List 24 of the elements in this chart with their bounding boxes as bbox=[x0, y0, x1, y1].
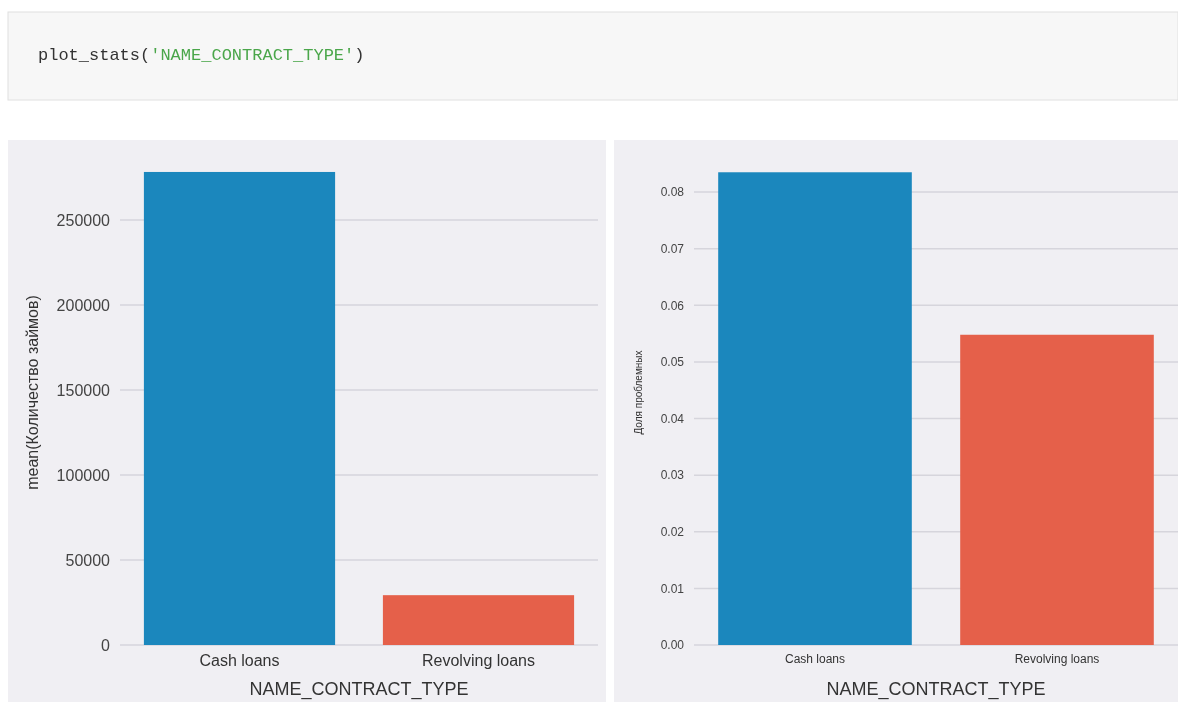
x-tick-label: Cash loans bbox=[784, 651, 846, 666]
y-tick-label: 0.00 bbox=[660, 638, 685, 653]
y-tick-label: 0.04 bbox=[660, 411, 685, 426]
y-tick-label: 0.03 bbox=[660, 468, 685, 483]
y-tick-label: 0.06 bbox=[660, 298, 685, 313]
text: plot_stats('NAME_CONTRACT_TYPE') bbox=[38, 46, 365, 65]
y-tick-label: 150000 bbox=[56, 381, 111, 399]
y-tick-label: 0.08 bbox=[660, 185, 685, 200]
y-tick-label: 0.05 bbox=[660, 355, 685, 370]
y-axis-title: mean(Количество займов) bbox=[24, 295, 41, 490]
x-axis-title: NAME_CONTRACT_TYPE bbox=[249, 679, 469, 700]
y-tick-label: 50000 bbox=[65, 551, 111, 569]
y-tick-label: 0.07 bbox=[660, 241, 685, 256]
y-tick-label: 0.01 bbox=[660, 581, 685, 596]
x-tick-label: Revolving loans bbox=[422, 651, 535, 669]
x-axis-title: NAME_CONTRACT_TYPE bbox=[826, 679, 1046, 700]
x-tick-label: Cash loans bbox=[199, 651, 280, 669]
y-tick-label: 200000 bbox=[56, 296, 111, 314]
x-tick-label: Revolving loans bbox=[1014, 651, 1100, 666]
y-tick-label: 100000 bbox=[56, 466, 111, 484]
y-tick-label: 0.02 bbox=[660, 524, 685, 539]
y-tick-label: 0 bbox=[101, 636, 111, 654]
y-tick-label: 250000 bbox=[56, 211, 111, 229]
y-axis-title: Доля проблемных bbox=[633, 350, 644, 435]
